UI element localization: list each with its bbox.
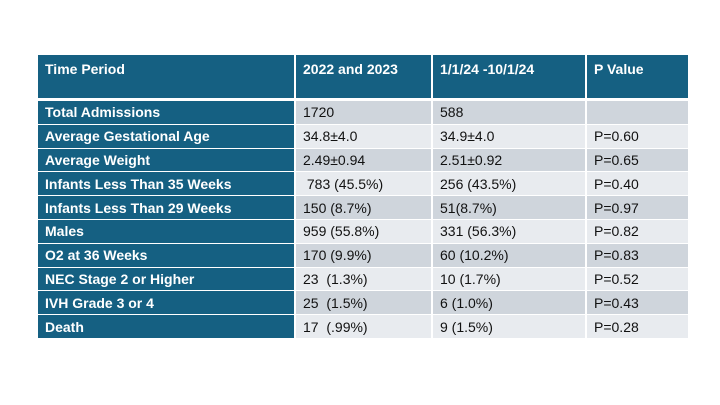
cell-2024: 2.51±0.92	[433, 148, 587, 173]
cell-2024: 588	[433, 101, 587, 125]
table-row: Average Gestational Age 34.8±4.0 34.9±4.…	[38, 124, 688, 149]
cell-2022-2023: 2.49±0.94	[296, 148, 433, 173]
header-period-2024: 1/1/24 -10/1/24	[433, 55, 587, 101]
row-label: IVH Grade 3 or 4	[38, 291, 296, 316]
cell-p-value: P=0.97	[587, 196, 688, 220]
table-row: Males 959 (55.8%) 331 (56.3%) P=0.82	[38, 219, 688, 244]
table-row: Average Weight 2.49±0.94 2.51±0.92 P=0.6…	[38, 148, 688, 173]
cell-p-value: P=0.65	[587, 148, 688, 173]
table-row: Infants Less Than 29 Weeks 150 (8.7%) 51…	[38, 196, 688, 220]
cell-p-value	[587, 101, 688, 125]
table-row: NEC Stage 2 or Higher 23 (1.3%) 10 (1.7%…	[38, 267, 688, 292]
table-row: Total Admissions 1720 588	[38, 101, 688, 125]
table-header-row: Time Period 2022 and 2023 1/1/24 -10/1/2…	[38, 55, 688, 101]
cell-2022-2023: 17 (.99%)	[296, 315, 433, 339]
cell-2024: 9 (1.5%)	[433, 315, 587, 339]
cell-2022-2023: 25 (1.5%)	[296, 291, 433, 316]
cell-2022-2023: 959 (55.8%)	[296, 219, 433, 244]
cell-2022-2023: 783 (45.5%)	[296, 172, 433, 197]
cell-p-value: P=0.43	[587, 291, 688, 316]
cell-p-value: P=0.28	[587, 315, 688, 339]
row-label: Males	[38, 219, 296, 244]
header-time-period: Time Period	[38, 55, 296, 101]
cell-2022-2023: 170 (9.9%)	[296, 243, 433, 268]
row-label: Average Weight	[38, 148, 296, 173]
table-row: Infants Less Than 35 Weeks 783 (45.5%) 2…	[38, 172, 688, 197]
cell-2024: 51(8.7%)	[433, 196, 587, 220]
cell-p-value: P=0.83	[587, 243, 688, 268]
cell-2024: 331 (56.3%)	[433, 219, 587, 244]
header-p-value: P Value	[587, 55, 688, 101]
cell-2024: 256 (43.5%)	[433, 172, 587, 197]
cell-p-value: P=0.52	[587, 267, 688, 292]
cell-2024: 34.9±4.0	[433, 124, 587, 149]
cell-2024: 10 (1.7%)	[433, 267, 587, 292]
table-row: O2 at 36 Weeks 170 (9.9%) 60 (10.2%) P=0…	[38, 243, 688, 268]
cell-2024: 6 (1.0%)	[433, 291, 587, 316]
table-row: IVH Grade 3 or 4 25 (1.5%) 6 (1.0%) P=0.…	[38, 291, 688, 316]
row-label: Death	[38, 315, 296, 339]
row-label: NEC Stage 2 or Higher	[38, 267, 296, 292]
cell-2024: 60 (10.2%)	[433, 243, 587, 268]
row-label: Total Admissions	[38, 101, 296, 125]
table-row: Death 17 (.99%) 9 (1.5%) P=0.28	[38, 315, 688, 339]
header-period-2022-2023: 2022 and 2023	[296, 55, 433, 101]
cell-p-value: P=0.82	[587, 219, 688, 244]
cell-2022-2023: 1720	[296, 101, 433, 125]
cell-2022-2023: 150 (8.7%)	[296, 196, 433, 220]
cell-2022-2023: 34.8±4.0	[296, 124, 433, 149]
row-label: Average Gestational Age	[38, 124, 296, 149]
row-label: O2 at 36 Weeks	[38, 243, 296, 268]
cell-p-value: P=0.60	[587, 124, 688, 149]
row-label: Infants Less Than 29 Weeks	[38, 196, 296, 220]
row-label: Infants Less Than 35 Weeks	[38, 172, 296, 197]
cell-p-value: P=0.40	[587, 172, 688, 197]
cell-2022-2023: 23 (1.3%)	[296, 267, 433, 292]
comparison-table: Time Period 2022 and 2023 1/1/24 -10/1/2…	[38, 55, 688, 339]
